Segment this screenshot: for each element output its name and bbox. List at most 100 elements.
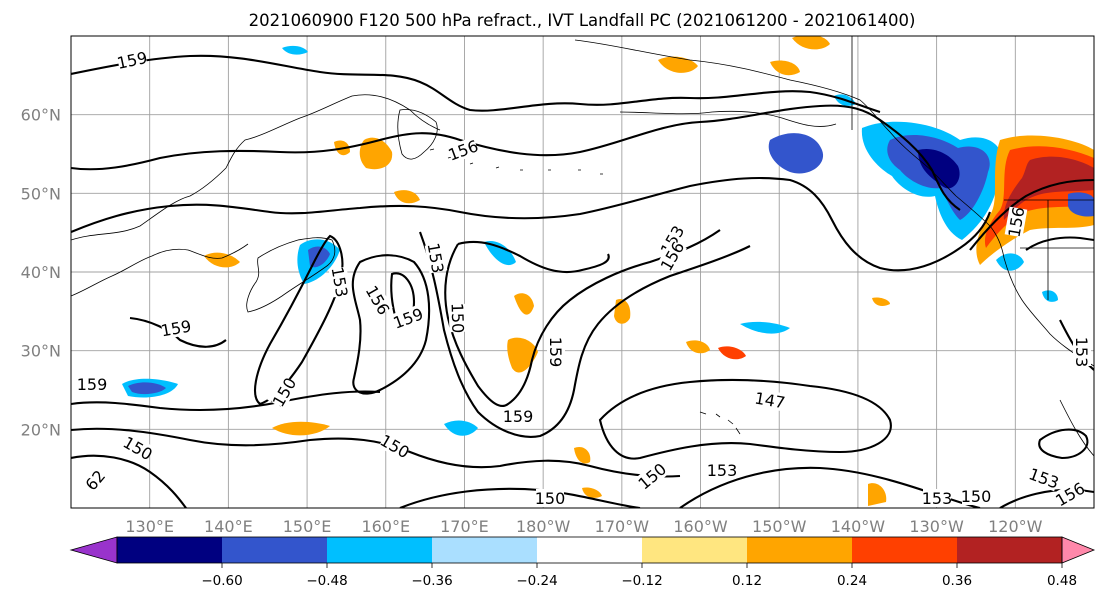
contour-label: 153 [922, 489, 953, 508]
colorbar-swatch [222, 537, 328, 563]
colorbar-swatch [642, 537, 748, 563]
pos-anomaly [872, 297, 890, 306]
kamchatka [397, 109, 438, 160]
neg-anomaly [1068, 192, 1094, 217]
contour-label-bg [78, 375, 106, 393]
contour-east [1025, 236, 1094, 251]
asia-coast [71, 243, 249, 297]
neg-anomaly [444, 420, 478, 436]
lat-tick-label: 40°N [21, 263, 61, 282]
lat-tick-label: 50°N [21, 184, 61, 203]
colorbar-tick-label: −0.12 [621, 573, 662, 589]
hawaii [699, 411, 741, 435]
pos-anomaly [770, 60, 800, 76]
neg-anomaly [768, 133, 824, 174]
contour-label-text: 153 [922, 489, 953, 508]
north-america-coast [574, 39, 1005, 259]
contour-label-bg [504, 407, 532, 425]
colorbar-tick-label: −0.24 [516, 573, 557, 589]
lon-tick-label: 130°E [125, 517, 174, 536]
colorbar-tick-label: 0.48 [1047, 573, 1077, 589]
contour-label-bg [363, 283, 393, 317]
lon-tick-label: 150°E [283, 517, 332, 536]
alaska-peninsula [619, 110, 837, 127]
neg-anomaly [128, 382, 166, 395]
contour-label: 159 [77, 375, 107, 394]
contour-label-text: 159 [503, 407, 534, 426]
colorbar-swatch [432, 537, 538, 563]
pos-anomaly [658, 56, 698, 73]
contour-153 [419, 231, 751, 438]
contour-label-bg [754, 388, 786, 412]
lon-tick-label: 160°W [673, 517, 728, 536]
contour-159 [71, 54, 881, 114]
neg-anomaly [1042, 290, 1058, 302]
contour-label: 153 [327, 265, 351, 298]
contour-closed-se [1038, 428, 1089, 460]
contour-label-text: 159 [546, 337, 565, 368]
lon-tick-label: 170°E [440, 517, 489, 536]
contour-150-north [457, 240, 610, 274]
lon-tick-label: 150°W [752, 517, 807, 536]
pos-anomaly [686, 340, 710, 354]
pos-anomaly [868, 483, 887, 506]
contour-label-bg [536, 489, 564, 507]
contour-label-bg [708, 461, 736, 479]
colorbar-tick-label: 0.24 [837, 573, 867, 589]
map-panel: 1591561531531561591501531501591501591591… [70, 35, 1095, 510]
contour-label-bg [424, 242, 448, 274]
aleutians [429, 148, 603, 175]
contour-label-bg [328, 266, 352, 298]
pos-anomaly [582, 487, 602, 498]
neg-anomaly [740, 321, 790, 334]
latitude-labels: 60°N 50°N 40°N 30°N 20°N [21, 106, 61, 440]
contour-label-bg [116, 48, 148, 72]
lon-tick-label: 170°W [595, 517, 650, 536]
lon-tick-label: 140°W [831, 517, 886, 536]
pos-anomaly [514, 293, 534, 315]
lon-tick-label: 130°W [909, 517, 964, 536]
contour-label: 159 [503, 407, 534, 426]
pos-anomaly [718, 346, 746, 360]
contour-label-bg [923, 489, 951, 507]
contour-153-se [679, 466, 981, 508]
neg-anomaly [484, 240, 516, 266]
contour-156 [71, 104, 961, 211]
contour-label-bg [1027, 464, 1061, 492]
pos-anomaly [359, 137, 393, 170]
contour-closed [351, 254, 431, 395]
pos-anomaly [1003, 156, 1094, 220]
contour-label-text: 153 [1072, 337, 1091, 368]
contour-label: 153 [707, 461, 737, 480]
colorbar-swatch [117, 537, 223, 563]
map-frame [70, 35, 1095, 509]
colorbar-swatches [69, 536, 1096, 564]
lon-tick-label: 140°E [204, 517, 253, 536]
contour-label: 150 [535, 489, 566, 508]
colorbar-tick-label: −0.60 [201, 573, 242, 589]
colorbar-swatch [747, 537, 853, 563]
colorbar-tick-labels: −0.60 −0.48 −0.36 −0.24 −0.12 0.12 0.24 0.36 0.4… [201, 563, 1077, 589]
contour-label-bg [378, 431, 412, 461]
contour-label-bg [1053, 479, 1087, 509]
colorbar-swatch [537, 537, 643, 563]
contour-mid [71, 176, 991, 272]
contour-label-bg [121, 433, 155, 463]
contour-label-bg [962, 487, 990, 505]
figure-title: 2021060900 F120 500 hPa refract., IVT La… [249, 11, 916, 30]
contour-156-west [129, 316, 227, 348]
colorbar-tick-label: −0.36 [411, 573, 452, 589]
colorbar-tick-label: 0.12 [732, 573, 762, 589]
contour-label: 153 [1072, 337, 1091, 368]
colorbar-tick-label: 0.36 [942, 573, 972, 589]
longitude-labels: 130°E 140°E 150°E 160°E 170°E 180°W 170°W 160°W… [125, 517, 1042, 536]
contour-label-text: 150 [535, 489, 566, 508]
contour-label-bg [635, 460, 669, 492]
contour-147 [598, 378, 892, 460]
colorbar: −0.60 −0.48 −0.36 −0.24 −0.12 0.12 0.24 0.36 0.4… [69, 536, 1096, 589]
colorbar-swatch [327, 537, 433, 563]
neg-anomaly [996, 253, 1024, 271]
contour-label-bg [547, 338, 565, 366]
pos-anomaly [272, 421, 330, 436]
